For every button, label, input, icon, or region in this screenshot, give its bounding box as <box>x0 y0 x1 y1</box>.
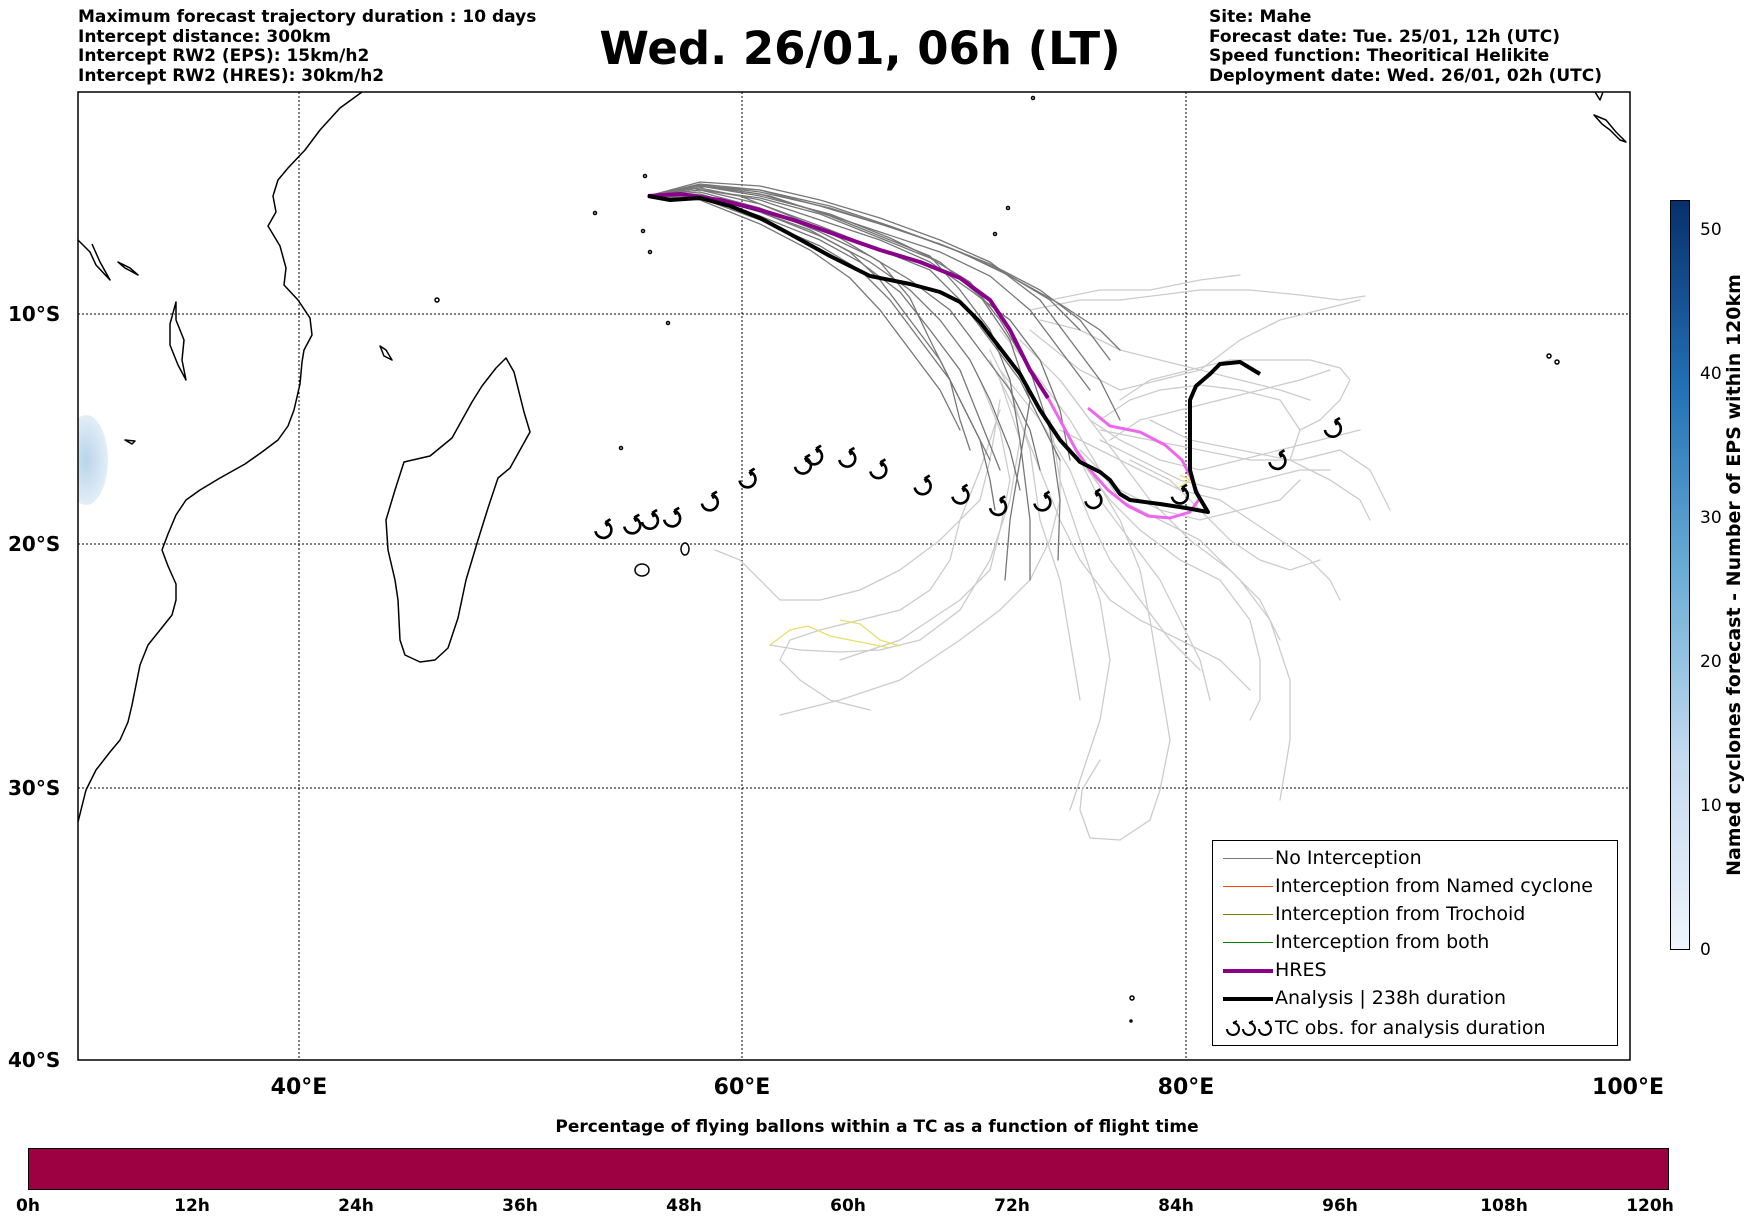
time-tick: 60h <box>830 1196 866 1216</box>
lon-label: 60°E <box>714 1075 771 1100</box>
time-tick: 24h <box>338 1196 374 1216</box>
time-tick: 72h <box>994 1196 1030 1216</box>
param-line: Speed function: Theoritical Helikite <box>1209 46 1550 66</box>
colorbar-tick: 10 <box>1700 796 1722 816</box>
legend-item-no-interception: No Interception <box>1213 845 1617 873</box>
legend-swatch <box>1223 914 1273 915</box>
colorbar-tick: 40 <box>1700 364 1722 384</box>
flight-time-colorbar-title: Percentage of flying ballons within a TC… <box>555 1117 1199 1137</box>
flight-time-colorbar <box>28 1148 1669 1190</box>
tc-obs-marker <box>869 458 888 480</box>
param-line: Forecast date: Tue. 25/01, 12h (UTC) <box>1209 26 1560 47</box>
tc-obs-marker <box>640 508 660 531</box>
lon-label: 80°E <box>1158 1075 1215 1100</box>
tc-obs-marker <box>804 444 824 466</box>
time-tick: 96h <box>1322 1196 1358 1216</box>
legend-label: TC obs. for analysis duration <box>1275 1017 1546 1039</box>
madagascar-coastline <box>385 357 531 663</box>
param-line: Intercept RW2 (EPS): 15km/h2 <box>78 46 370 66</box>
hres-trajectory <box>647 192 1050 400</box>
eps-colorbar-label: Named cyclones forecast - Number of EPS … <box>1723 274 1745 876</box>
tc-obs-marker <box>988 495 1008 517</box>
lon-label: 100°E <box>1592 1075 1664 1100</box>
trochoid-trajectories <box>769 474 1192 649</box>
colorbar-tick: 20 <box>1700 652 1722 672</box>
legend-label: Interception from Named cyclone <box>1275 875 1593 897</box>
legend-item-hres: HRES <box>1213 957 1617 985</box>
legend-item-both: Interception from both <box>1213 929 1617 957</box>
eps-colorbar <box>1670 200 1690 950</box>
eps-trajectories-light <box>714 274 1391 841</box>
tc-obs-marker <box>793 453 813 475</box>
legend-swatch <box>1223 969 1273 973</box>
legend-swatch <box>1223 858 1273 859</box>
tc-obs-symbol-icon <box>1226 1020 1272 1036</box>
legend-label: No Interception <box>1275 847 1422 869</box>
colorbar-tick: 30 <box>1700 508 1722 528</box>
legend-item-analysis: Analysis | 238h duration <box>1213 985 1617 1013</box>
tc-obs-marker <box>951 483 970 505</box>
tc-obs-marker <box>700 490 720 512</box>
site-parameters: Site: Mahe Forecast date: Tue. 25/01, 12… <box>1209 7 1603 86</box>
lat-label: 40°S <box>8 1048 60 1072</box>
tc-observations <box>594 416 1343 540</box>
tc-obs-marker <box>913 474 932 496</box>
tc-obs-marker <box>1268 449 1287 471</box>
tc-obs-marker <box>1170 483 1190 505</box>
lat-label: 30°S <box>8 776 60 800</box>
param-line: Intercept RW2 (HRES): 30km/h2 <box>78 65 385 86</box>
colorbar-tick: 0 <box>1700 940 1711 960</box>
legend-label: HRES <box>1275 959 1327 981</box>
time-tick: 108h <box>1480 1196 1528 1216</box>
param-line: Deployment date: Wed. 26/01, 02h (UTC) <box>1209 65 1603 86</box>
lat-label: 10°S <box>8 302 60 326</box>
legend: No Interception Interception from Named … <box>1212 840 1618 1046</box>
tc-obs-marker <box>1323 416 1343 439</box>
legend-label: Interception from Trochoid <box>1275 903 1526 925</box>
time-tick: 48h <box>666 1196 702 1216</box>
time-tick: 36h <box>502 1196 538 1216</box>
time-tick: 120h <box>1626 1196 1674 1216</box>
lat-label: 20°S <box>8 532 60 556</box>
legend-item-trochoid: Interception from Trochoid <box>1213 901 1617 929</box>
tc-obs-marker <box>738 467 757 489</box>
legend-label: Interception from both <box>1275 931 1490 953</box>
tc-obs-marker <box>623 513 642 535</box>
time-tick: 0h <box>16 1196 40 1216</box>
legend-item-named-cyclone: Interception from Named cyclone <box>1213 873 1617 901</box>
tc-obs-marker <box>838 446 857 468</box>
param-line: Intercept distance: 300km <box>78 26 331 47</box>
africa-coastline <box>78 92 363 823</box>
map-title: Wed. 26/01, 06h (LT) <box>599 22 1121 75</box>
tc-obs-marker <box>594 518 613 540</box>
map-frame <box>77 91 1631 1061</box>
time-tick: 84h <box>1158 1196 1194 1216</box>
lon-label: 40°E <box>271 1075 328 1100</box>
legend-swatch <box>1223 886 1273 887</box>
tc-obs-marker <box>662 506 682 528</box>
legend-item-tc-obs: TC obs. for analysis duration <box>1213 1015 1617 1043</box>
legend-swatch <box>1223 997 1273 1001</box>
eps-trajectories-no-interception <box>647 181 1121 581</box>
tc-obs-marker <box>1084 488 1103 510</box>
legend-swatch <box>1223 942 1273 943</box>
tc-obs-marker <box>1033 490 1052 512</box>
coastlines <box>78 92 1627 1023</box>
param-line: Maximum forecast trajectory duration : 1… <box>78 7 537 27</box>
legend-label: Analysis | 238h duration <box>1275 987 1507 1009</box>
param-line: Site: Mahe <box>1209 7 1312 27</box>
hres-tail-trajectory <box>1046 397 1202 520</box>
forecast-parameters: Maximum forecast trajectory duration : 1… <box>78 7 537 86</box>
time-tick: 12h <box>174 1196 210 1216</box>
colorbar-tick: 50 <box>1700 220 1722 240</box>
eps-density-area <box>78 415 108 505</box>
analysis-trajectory <box>647 194 1262 514</box>
grid-lines <box>78 92 1630 1060</box>
